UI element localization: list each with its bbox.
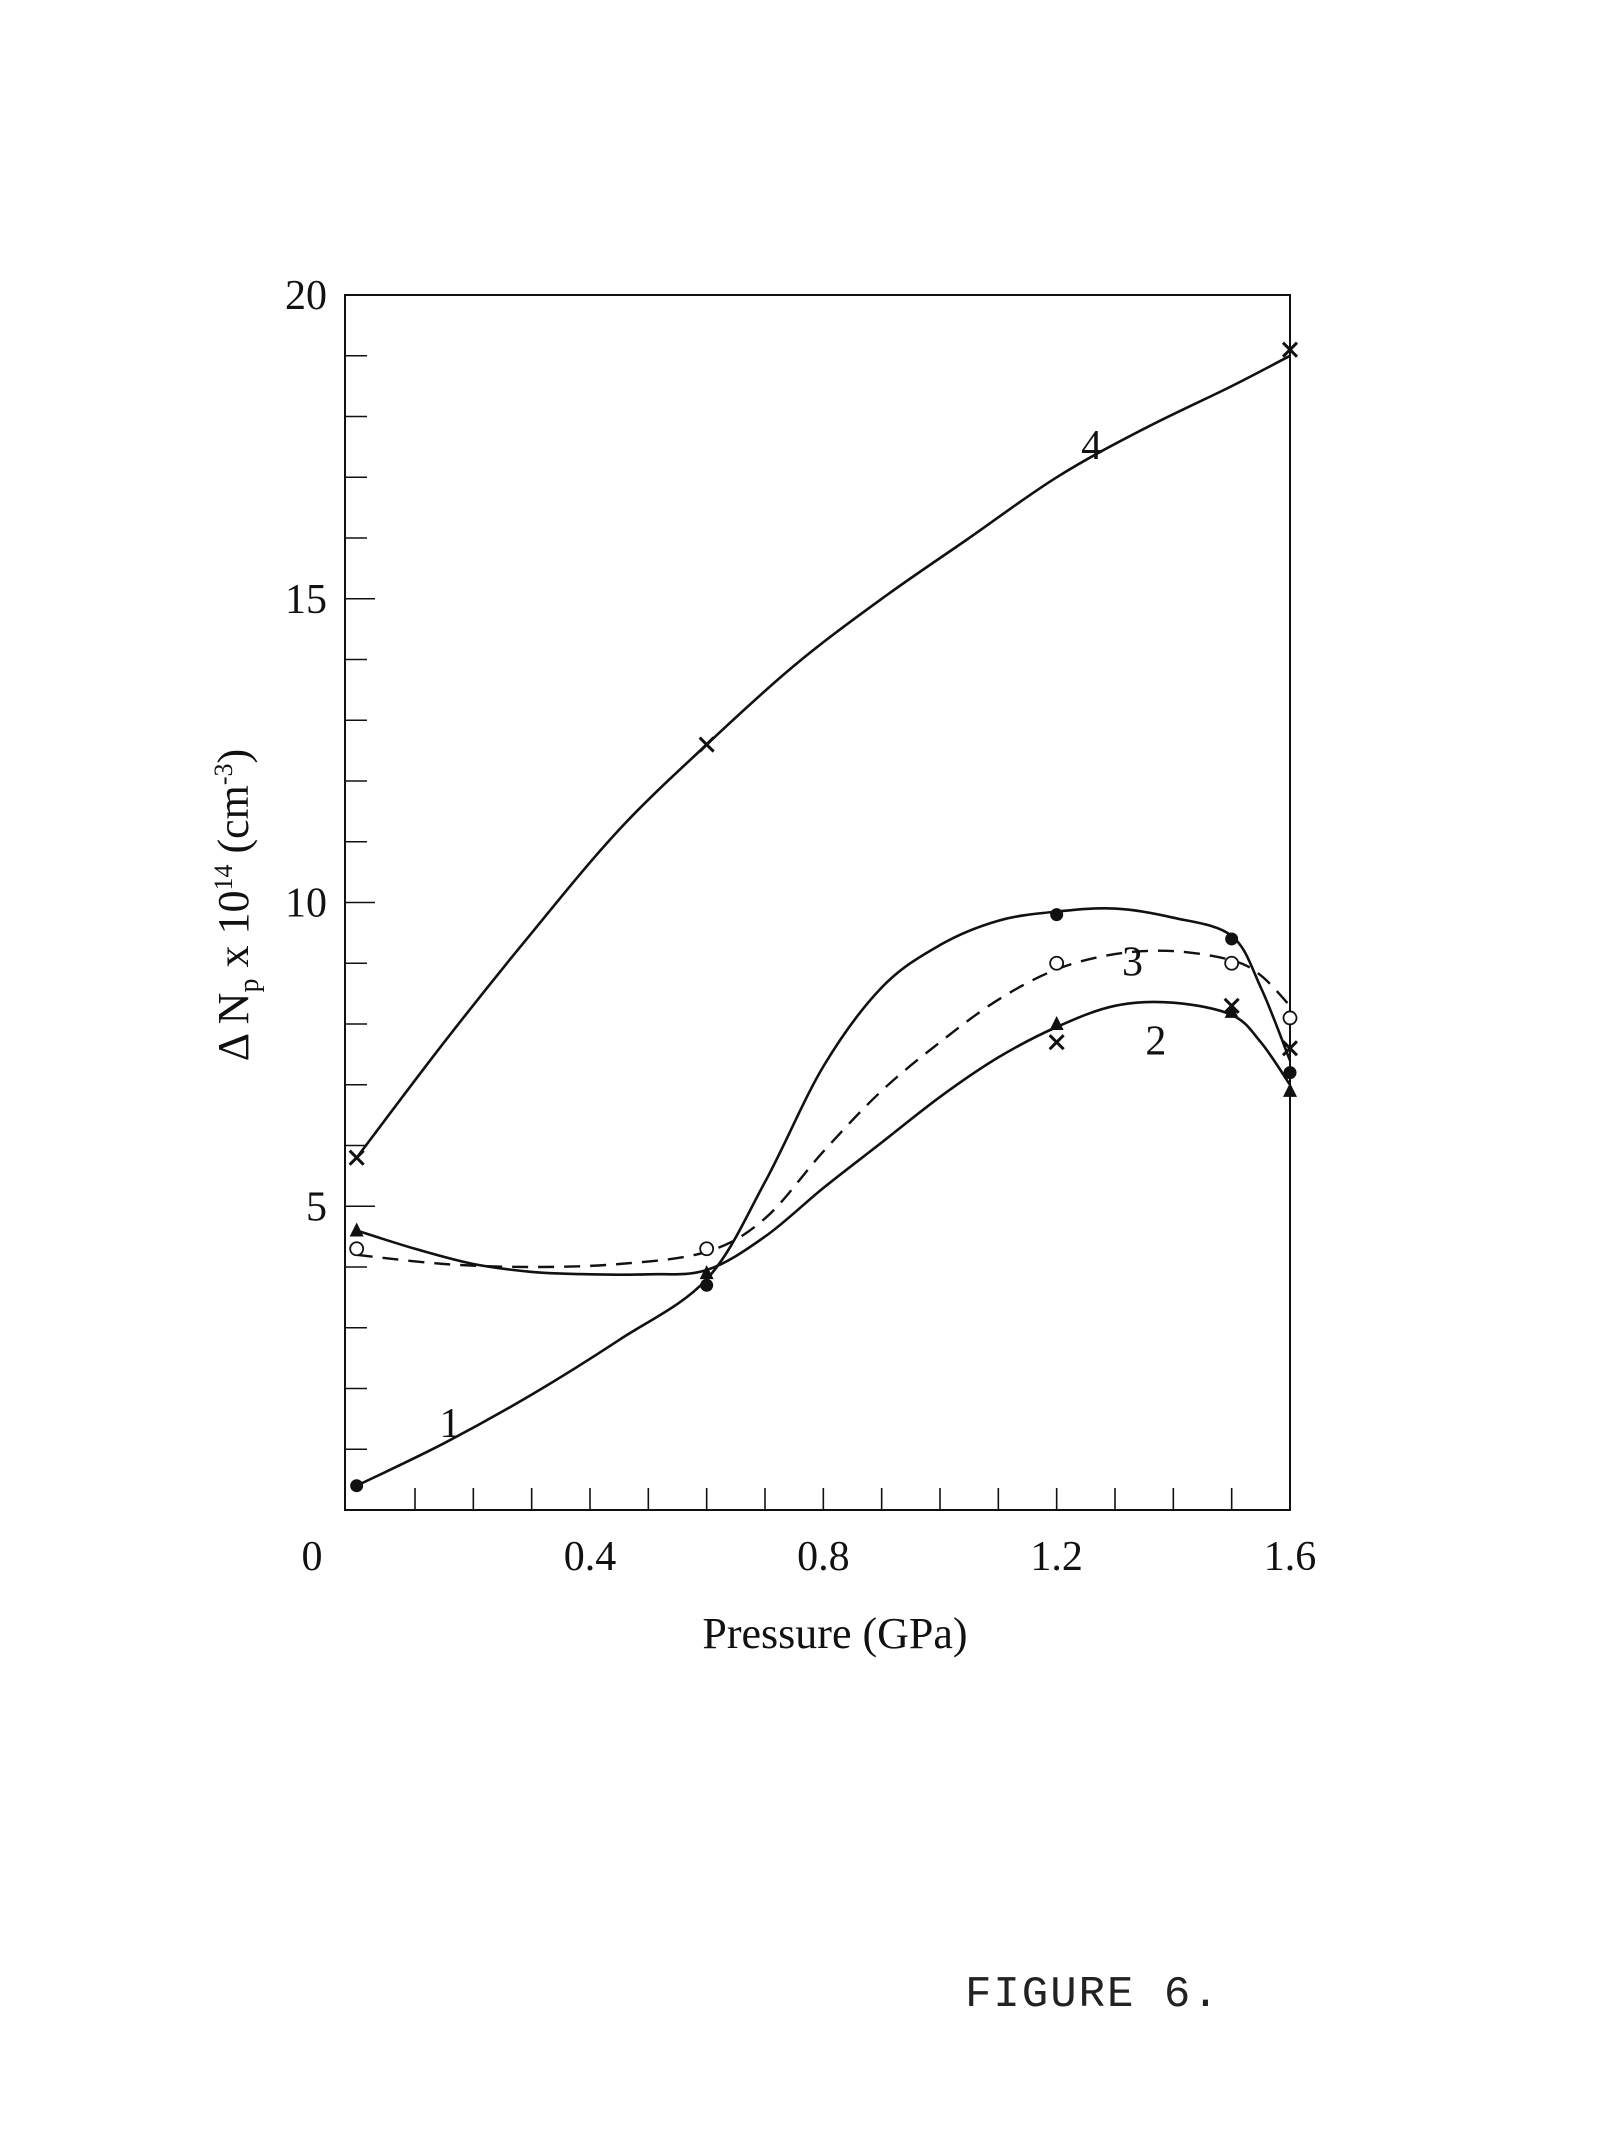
cross-marker <box>348 1149 365 1166</box>
y-axis-title-delta: Δ N <box>209 993 258 1062</box>
series-1-line <box>356 907 1292 1487</box>
filled-triangle-marker <box>699 1265 714 1280</box>
cross-marker <box>1281 1040 1299 1057</box>
filled-circle-marker <box>1283 1066 1297 1080</box>
x-tick-label: 0.4 <box>564 1534 617 1580</box>
y-tick-label: 20 <box>285 273 327 319</box>
cross-marker <box>698 736 715 753</box>
series-2-line <box>356 1000 1292 1277</box>
series-markers <box>348 341 1299 1493</box>
series-4-line <box>355 354 1291 1159</box>
series-curves <box>355 354 1292 1487</box>
y-tick-label: 15 <box>285 577 327 623</box>
filled-circle-marker <box>1225 932 1239 946</box>
x-tick-label: 0.8 <box>797 1534 850 1580</box>
series-4-label: 4 <box>1081 423 1102 469</box>
x-tick-label: 1.2 <box>1030 1534 1083 1580</box>
filled-circle-marker <box>1050 908 1064 922</box>
open-circle-marker <box>349 1241 365 1257</box>
open-circle-marker <box>1224 955 1240 971</box>
series-3-label: 3 <box>1122 939 1143 985</box>
series-2-label: 2 <box>1145 1018 1166 1064</box>
x-tick-label: 0 <box>302 1534 323 1580</box>
x-tick-label: 1.6 <box>1264 1534 1317 1580</box>
series-3-line <box>356 949 1291 1269</box>
cross-marker <box>1223 997 1240 1014</box>
filled-circle-marker <box>350 1479 364 1493</box>
axis-ticks <box>345 354 1291 1510</box>
open-circle-marker <box>1282 1010 1298 1026</box>
y-axis-title-sup2: -3 <box>209 763 238 785</box>
cross-marker <box>1281 341 1299 358</box>
filled-triangle-marker <box>1283 1082 1297 1097</box>
y-tick-label: 5 <box>306 1184 327 1230</box>
filled-triangle-marker <box>1049 1016 1064 1030</box>
series-1-label: 1 <box>440 1401 461 1447</box>
y-axis-title-mid: x 10 <box>209 891 258 979</box>
y-tick-label: 10 <box>285 881 327 927</box>
open-circle-marker <box>1049 955 1065 971</box>
y-axis-title-close: ) <box>209 749 258 764</box>
cross-marker <box>1048 1034 1065 1051</box>
x-axis-title: Pressure (GPa) <box>702 1609 967 1658</box>
filled-circle-marker <box>700 1278 714 1292</box>
figure-caption: FIGURE 6. <box>965 1970 1221 2020</box>
y-axis-title-sub: p <box>234 979 265 993</box>
filled-triangle-marker <box>1224 1003 1239 1018</box>
open-circle-marker <box>699 1241 715 1257</box>
y-axis-title-unit: (cm <box>209 785 258 864</box>
y-axis-title-sup1: 14 <box>209 865 238 891</box>
y-axis-title: Δ Np x 1014 (cm-3) <box>209 749 265 1061</box>
filled-triangle-marker <box>349 1222 364 1237</box>
plot-frame <box>344 294 1291 1511</box>
tick-labels: 0 0.4 0.8 1.2 1.6 5 10 15 20 1 23 4 <box>285 273 1316 1580</box>
